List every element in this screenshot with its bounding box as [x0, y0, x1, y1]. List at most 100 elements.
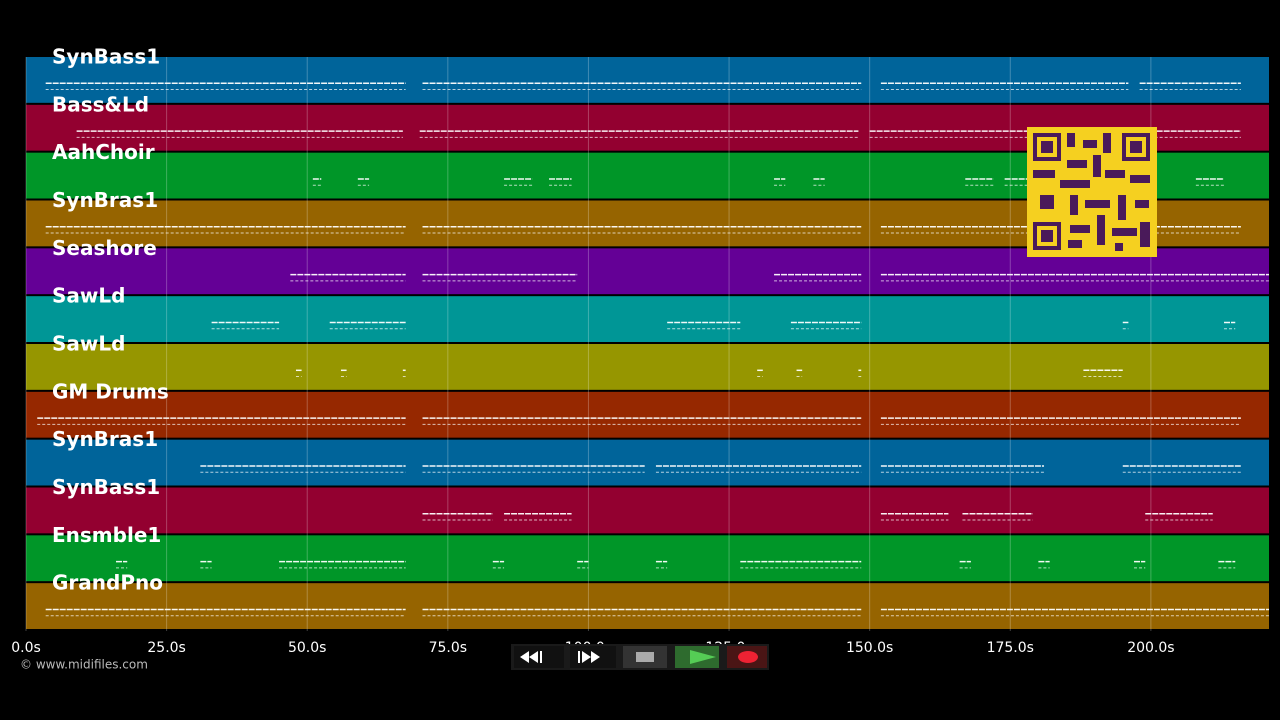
- track-name: Seashore: [52, 236, 157, 260]
- note-phrase: [1145, 513, 1213, 521]
- note-phrase: [295, 369, 302, 378]
- track-row: [26, 296, 1269, 342]
- note-phrase: [880, 82, 1129, 91]
- play-button[interactable]: [675, 646, 719, 668]
- note-phrase: [312, 178, 322, 186]
- note-phrase: [880, 608, 1269, 617]
- note-phrase: [290, 273, 406, 282]
- track-row: [26, 57, 1269, 103]
- tick-label: 175.0s: [987, 640, 1034, 656]
- grid: [25, 57, 1152, 631]
- note-phrase: [740, 560, 862, 569]
- note-phrase: [577, 560, 589, 569]
- track-name: SynBass1: [52, 475, 160, 499]
- tick-label: 0.0s: [11, 640, 41, 656]
- note-phrase: [965, 178, 994, 186]
- track-name: SynBass1: [52, 45, 160, 69]
- note-phrase: [655, 465, 862, 473]
- note-phrase: [279, 560, 406, 569]
- note-phrase: [422, 608, 862, 617]
- note-phrase: [1218, 560, 1236, 569]
- note-phrase: [880, 465, 1045, 473]
- note-phrase: [200, 465, 406, 473]
- track-name: GrandPno: [52, 571, 163, 595]
- note-phrase: [1195, 178, 1225, 186]
- tick-label: 50.0s: [288, 640, 326, 656]
- note-phrase: [492, 560, 505, 569]
- note-phrase: [422, 82, 746, 91]
- track-name: GM Drums: [52, 379, 169, 403]
- note-phrase: [774, 178, 786, 186]
- note-phrase: [422, 465, 645, 473]
- rewind-button[interactable]: [514, 646, 564, 668]
- note-phrase: [504, 513, 572, 521]
- tick-label: 150.0s: [846, 640, 893, 656]
- note-phrase: [45, 226, 406, 234]
- note-phrase: [757, 369, 763, 378]
- qr-code: [1027, 127, 1157, 257]
- note-phrase: [667, 321, 741, 330]
- copyright: © www.midifiles.com: [20, 658, 148, 672]
- note-phrase: [796, 369, 803, 378]
- track-row: [26, 344, 1269, 390]
- note-phrase: [422, 273, 578, 282]
- forward-button[interactable]: [570, 646, 616, 668]
- note-phrase: [357, 178, 370, 186]
- note-phrase: [45, 608, 406, 617]
- tick-label: 25.0s: [147, 640, 185, 656]
- note-phrase: [37, 417, 406, 425]
- tick-label: 75.0s: [429, 640, 467, 656]
- note-phrase: [790, 321, 862, 330]
- track-names: SynBass1 Bass&Ld AahChoir SynBras1 Seashore S…: [52, 45, 169, 595]
- note-phrase: [962, 513, 1033, 521]
- note-phrase: [1122, 321, 1129, 330]
- note-phrase: [959, 560, 971, 569]
- note-phrase: [402, 369, 406, 378]
- note-phrase: [774, 273, 862, 282]
- stop-button[interactable]: [623, 646, 667, 668]
- note-phrase: [504, 178, 533, 186]
- track-name: SawLd: [52, 332, 125, 356]
- note-phrase: [1122, 465, 1241, 473]
- note-phrase: [422, 226, 862, 234]
- note-phrase: [1224, 321, 1236, 330]
- track-name: SawLd: [52, 284, 125, 308]
- note-phrase: [858, 369, 862, 378]
- note-phrase: [655, 560, 668, 569]
- note-phrase: [1083, 369, 1123, 378]
- note-phrase: [45, 82, 280, 91]
- note-phrase: [1134, 560, 1146, 569]
- transport-controls: [511, 644, 769, 670]
- note-phrase: [211, 321, 280, 330]
- note-phrase: [279, 82, 406, 91]
- track-name: SynBras1: [52, 427, 158, 451]
- note-phrase: [76, 130, 403, 138]
- tick-label: 200.0s: [1127, 640, 1174, 656]
- track-row: [26, 535, 1269, 582]
- note-phrase: [1038, 560, 1050, 569]
- track-row: [26, 439, 1269, 486]
- note-phrase: [880, 273, 1269, 282]
- note-phrase: [340, 369, 347, 378]
- track-name: Bass&Ld: [52, 92, 149, 116]
- note-phrase: [1139, 82, 1241, 91]
- track-row: [26, 487, 1269, 534]
- note-phrase: [422, 417, 862, 425]
- note-phrase: [200, 560, 212, 569]
- track-name: Ensmble1: [52, 523, 161, 547]
- note-phrase: [115, 560, 128, 569]
- track-row: [26, 391, 1269, 438]
- track-name: AahChoir: [52, 140, 155, 164]
- note-phrase: [329, 321, 406, 330]
- note-phrase: [880, 513, 949, 521]
- note-phrase: [813, 178, 825, 186]
- note-phrase: [549, 178, 572, 186]
- note-phrase: [419, 130, 859, 138]
- record-button[interactable]: [727, 646, 767, 668]
- note-phrase: [745, 82, 862, 91]
- track-name: SynBras1: [52, 188, 158, 212]
- note-phrase: [880, 417, 1241, 425]
- track-row: [26, 583, 1269, 629]
